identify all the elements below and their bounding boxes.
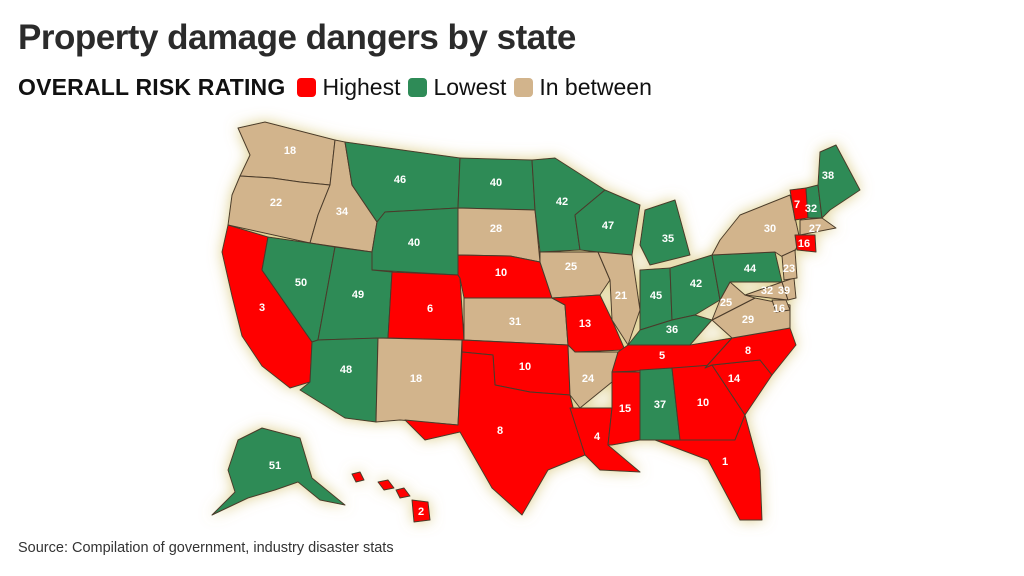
legend: OVERALL RISK RATING Highest Lowest In be… <box>18 74 660 101</box>
rank-label-MA: 27 <box>809 223 821 235</box>
state-MI <box>639 199 691 266</box>
legend-item-lowest: Lowest <box>408 74 508 101</box>
legend-label-lowest: Lowest <box>433 74 507 100</box>
legend-swatch-in-between <box>514 78 534 97</box>
rank-label-AK: 51 <box>269 460 281 472</box>
page-title: Property damage dangers by state <box>18 18 576 57</box>
rank-label-TX: 8 <box>497 425 503 437</box>
rank-label-IL: 21 <box>615 290 627 302</box>
state-AZ <box>299 337 379 423</box>
rank-label-KS: 31 <box>509 316 521 328</box>
legend-label-in-between: In between <box>539 74 652 100</box>
rank-label-WV: 25 <box>720 297 732 309</box>
legend-item-in-between: In between <box>514 74 654 101</box>
rank-label-HI: 2 <box>418 506 424 518</box>
rank-label-NV: 50 <box>295 277 307 289</box>
rank-label-GA: 10 <box>697 397 709 409</box>
rank-label-NY: 30 <box>764 223 776 235</box>
state-TX <box>404 351 586 516</box>
rank-label-OK: 10 <box>519 361 531 373</box>
rank-label-CA: 3 <box>259 302 265 314</box>
rank-label-NH: 32 <box>805 203 817 215</box>
rank-label-UT: 49 <box>352 289 364 301</box>
rank-label-DC: 16 <box>773 303 785 315</box>
legend-item-highest: Highest <box>297 74 402 101</box>
rank-label-OR: 22 <box>270 197 282 209</box>
rank-label-IN: 45 <box>650 290 662 302</box>
state-MO <box>551 294 626 353</box>
state-CT <box>794 234 817 253</box>
legend-heading: OVERALL RISK RATING <box>18 74 286 100</box>
rank-label-NM: 18 <box>410 373 422 385</box>
rank-label-NC: 8 <box>745 345 751 357</box>
source-note: Source: Compilation of government, indus… <box>18 540 394 556</box>
state-OH <box>669 254 721 321</box>
state-AK <box>211 427 346 516</box>
rank-label-TN: 5 <box>659 350 665 362</box>
legend-label-highest: Highest <box>322 74 401 100</box>
state-FL <box>654 414 763 521</box>
state-DC <box>771 299 791 313</box>
state-CO <box>387 271 465 341</box>
rank-label-KY: 36 <box>666 324 678 336</box>
rank-label-FL: 1 <box>722 456 728 468</box>
rank-label-AR: 24 <box>582 373 595 385</box>
rank-label-MI: 35 <box>662 233 674 245</box>
rank-label-VA: 29 <box>742 314 754 326</box>
rank-label-PA: 44 <box>744 263 757 275</box>
rank-label-ID: 34 <box>336 206 349 218</box>
rank-label-CT: 16 <box>798 238 810 250</box>
state-MA <box>799 217 837 236</box>
rank-label-MT: 46 <box>394 174 406 186</box>
state-IA <box>539 251 611 299</box>
rank-label-IA: 25 <box>565 261 577 273</box>
rank-label-AL: 37 <box>654 399 666 411</box>
rank-label-NE: 10 <box>495 267 507 279</box>
rank-label-MN: 42 <box>556 196 568 208</box>
rank-label-VT: 7 <box>794 199 800 211</box>
rank-label-CO: 6 <box>427 303 433 315</box>
state-WV <box>711 281 756 321</box>
rank-label-MD: 32 <box>761 285 773 297</box>
rank-label-DE: 39 <box>778 285 790 297</box>
rank-label-LA: 4 <box>594 431 601 443</box>
state-HI <box>351 471 431 523</box>
rank-label-SD: 28 <box>490 223 502 235</box>
rank-label-NJ: 23 <box>783 263 795 275</box>
rank-label-WA: 18 <box>284 145 296 157</box>
rank-label-OH: 42 <box>690 278 702 290</box>
rank-label-ME: 38 <box>822 170 834 182</box>
rank-label-ND: 40 <box>490 177 502 189</box>
state-NY <box>711 194 801 263</box>
rank-label-WY: 40 <box>408 237 420 249</box>
rank-label-AZ: 48 <box>340 364 352 376</box>
state-rank-labels: 18 22 3 34 50 46 40 49 48 6 18 40 28 10 … <box>259 145 834 518</box>
state-NJ <box>781 249 798 281</box>
rank-label-MO: 13 <box>579 318 591 330</box>
rank-label-MS: 15 <box>619 403 631 415</box>
legend-swatch-highest <box>297 78 317 97</box>
rank-label-SC: 14 <box>728 373 741 385</box>
state-SD <box>457 207 541 263</box>
rank-label-WI: 47 <box>602 220 614 232</box>
legend-swatch-lowest <box>408 78 428 97</box>
